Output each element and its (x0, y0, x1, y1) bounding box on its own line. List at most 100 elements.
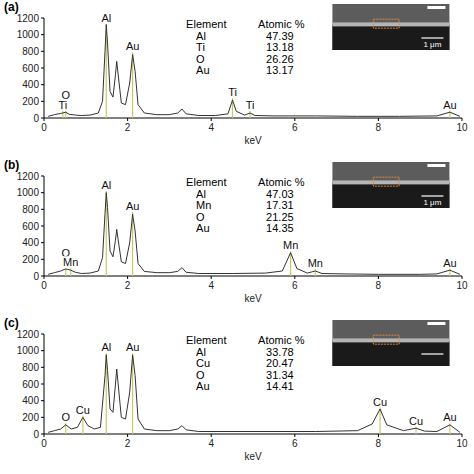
peak-label: Al (101, 179, 111, 191)
inset-marker (427, 164, 445, 167)
peak-label: Mn (308, 257, 323, 269)
peak-label: Au (443, 99, 456, 111)
y-tick-label: 800 (22, 362, 39, 373)
peak-label: Au (443, 411, 456, 423)
y-tick (41, 334, 44, 335)
sem-inset: 1 μm (332, 162, 449, 208)
peak-line (62, 110, 63, 118)
x-tick-label: 2 (125, 280, 131, 291)
x-tick (378, 434, 379, 437)
table-cell: 21.25 (266, 211, 294, 223)
y-tick (41, 84, 44, 85)
y-tick (41, 384, 44, 385)
x-tick-label: 10 (456, 122, 468, 133)
peak-line (315, 268, 316, 276)
sem-inset (332, 320, 449, 366)
y-tick (41, 18, 44, 19)
x-tick (44, 434, 45, 437)
x-tick-label: 0 (41, 438, 47, 449)
x-tick-label: 8 (376, 280, 382, 291)
x-tick-label: 2 (125, 438, 131, 449)
scale-bar-label: 1 μm (423, 198, 441, 207)
label-patch (227, 86, 238, 98)
y-tick-label: 800 (22, 204, 39, 215)
spectrum (48, 25, 460, 117)
element-table: ElementAtomic %Al47.03Mn17.31O21.25Au14.… (186, 176, 305, 234)
sem-inset: 1 μm (332, 4, 449, 50)
table-cell: 14.41 (266, 380, 294, 392)
table-cell: O (196, 211, 205, 223)
peak-label: Ti (58, 99, 67, 111)
y-tick-label: 1200 (17, 13, 40, 24)
peak-label: Au (126, 200, 139, 212)
y-tick-label: 400 (22, 237, 39, 248)
label-patch (62, 256, 79, 268)
y-tick-label: 1000 (17, 29, 40, 40)
y-tick-label: 600 (22, 63, 39, 74)
y-tick-label: 0 (33, 113, 39, 124)
y-tick (41, 242, 44, 243)
y-tick (41, 226, 44, 227)
y-tick-label: 600 (22, 379, 39, 390)
x-tick-label: 2 (125, 122, 131, 133)
x-axis-title: keV (244, 293, 262, 304)
y-tick-label: 0 (33, 429, 39, 440)
table-cell: 47.03 (266, 188, 294, 200)
table-cell: Al (196, 188, 206, 200)
inset-region (373, 335, 399, 344)
x-tick-label: 10 (456, 438, 468, 449)
y-tick (41, 192, 44, 193)
inset-region (373, 19, 399, 28)
table-header: Element (186, 334, 226, 346)
x-tick-label: 6 (292, 280, 298, 291)
label-patch (442, 257, 457, 269)
y-tick (41, 417, 44, 418)
y-tick-label: 1200 (17, 171, 40, 182)
table-header: Atomic % (258, 18, 305, 30)
y-tick (41, 259, 44, 260)
panel: (b)0200400600800100012000246810keVOMnAlA… (4, 158, 468, 304)
table-cell: 47.39 (266, 30, 294, 42)
peak-label: Au (443, 257, 456, 269)
table-cell: O (196, 369, 205, 381)
inset-region (373, 177, 399, 186)
spectrum (48, 355, 460, 433)
peak-label: Cu (373, 396, 387, 408)
peak-label: Cu (76, 404, 90, 416)
x-axis-title: keV (244, 451, 262, 462)
table-cell: 33.78 (266, 346, 294, 358)
panel: (a)0200400600800100012000246810keVOTiAlA… (4, 0, 468, 146)
plot-area (48, 23, 460, 118)
peak-line (449, 268, 450, 276)
table-cell: Cu (196, 357, 210, 369)
x-tick (44, 118, 45, 121)
label-patch (372, 396, 388, 408)
peak-label: Mn (63, 256, 78, 268)
y-tick (41, 209, 44, 210)
table-cell: 26.26 (266, 53, 294, 65)
x-tick (378, 118, 379, 121)
table-cell: 14.35 (266, 222, 294, 234)
scale-bar (421, 195, 443, 196)
table-header: Atomic % (258, 176, 305, 188)
inset-bg (332, 320, 449, 366)
table-cell: Mn (196, 199, 211, 211)
y-tick-label: 200 (22, 254, 39, 265)
inset-film (332, 22, 449, 26)
x-tick-label: 4 (208, 280, 214, 291)
y-tick-label: 1000 (17, 187, 40, 198)
x-tick (378, 276, 379, 279)
table-cell: Ti (196, 41, 205, 53)
label-patch (442, 99, 457, 111)
y-tick-label: 1200 (17, 329, 40, 340)
table-cell: O (196, 53, 205, 65)
peak-line (449, 422, 450, 434)
y-tick-label: 400 (22, 79, 39, 90)
label-patch (125, 200, 140, 212)
label-patch (100, 341, 112, 353)
peak-label: Au (126, 341, 139, 353)
peak-label: Ti (246, 99, 255, 111)
element-table: ElementAtomic %Al47.39Ti13.18O26.26Au13.… (186, 18, 305, 76)
table-header: Element (186, 176, 226, 188)
label-patch (442, 411, 457, 423)
